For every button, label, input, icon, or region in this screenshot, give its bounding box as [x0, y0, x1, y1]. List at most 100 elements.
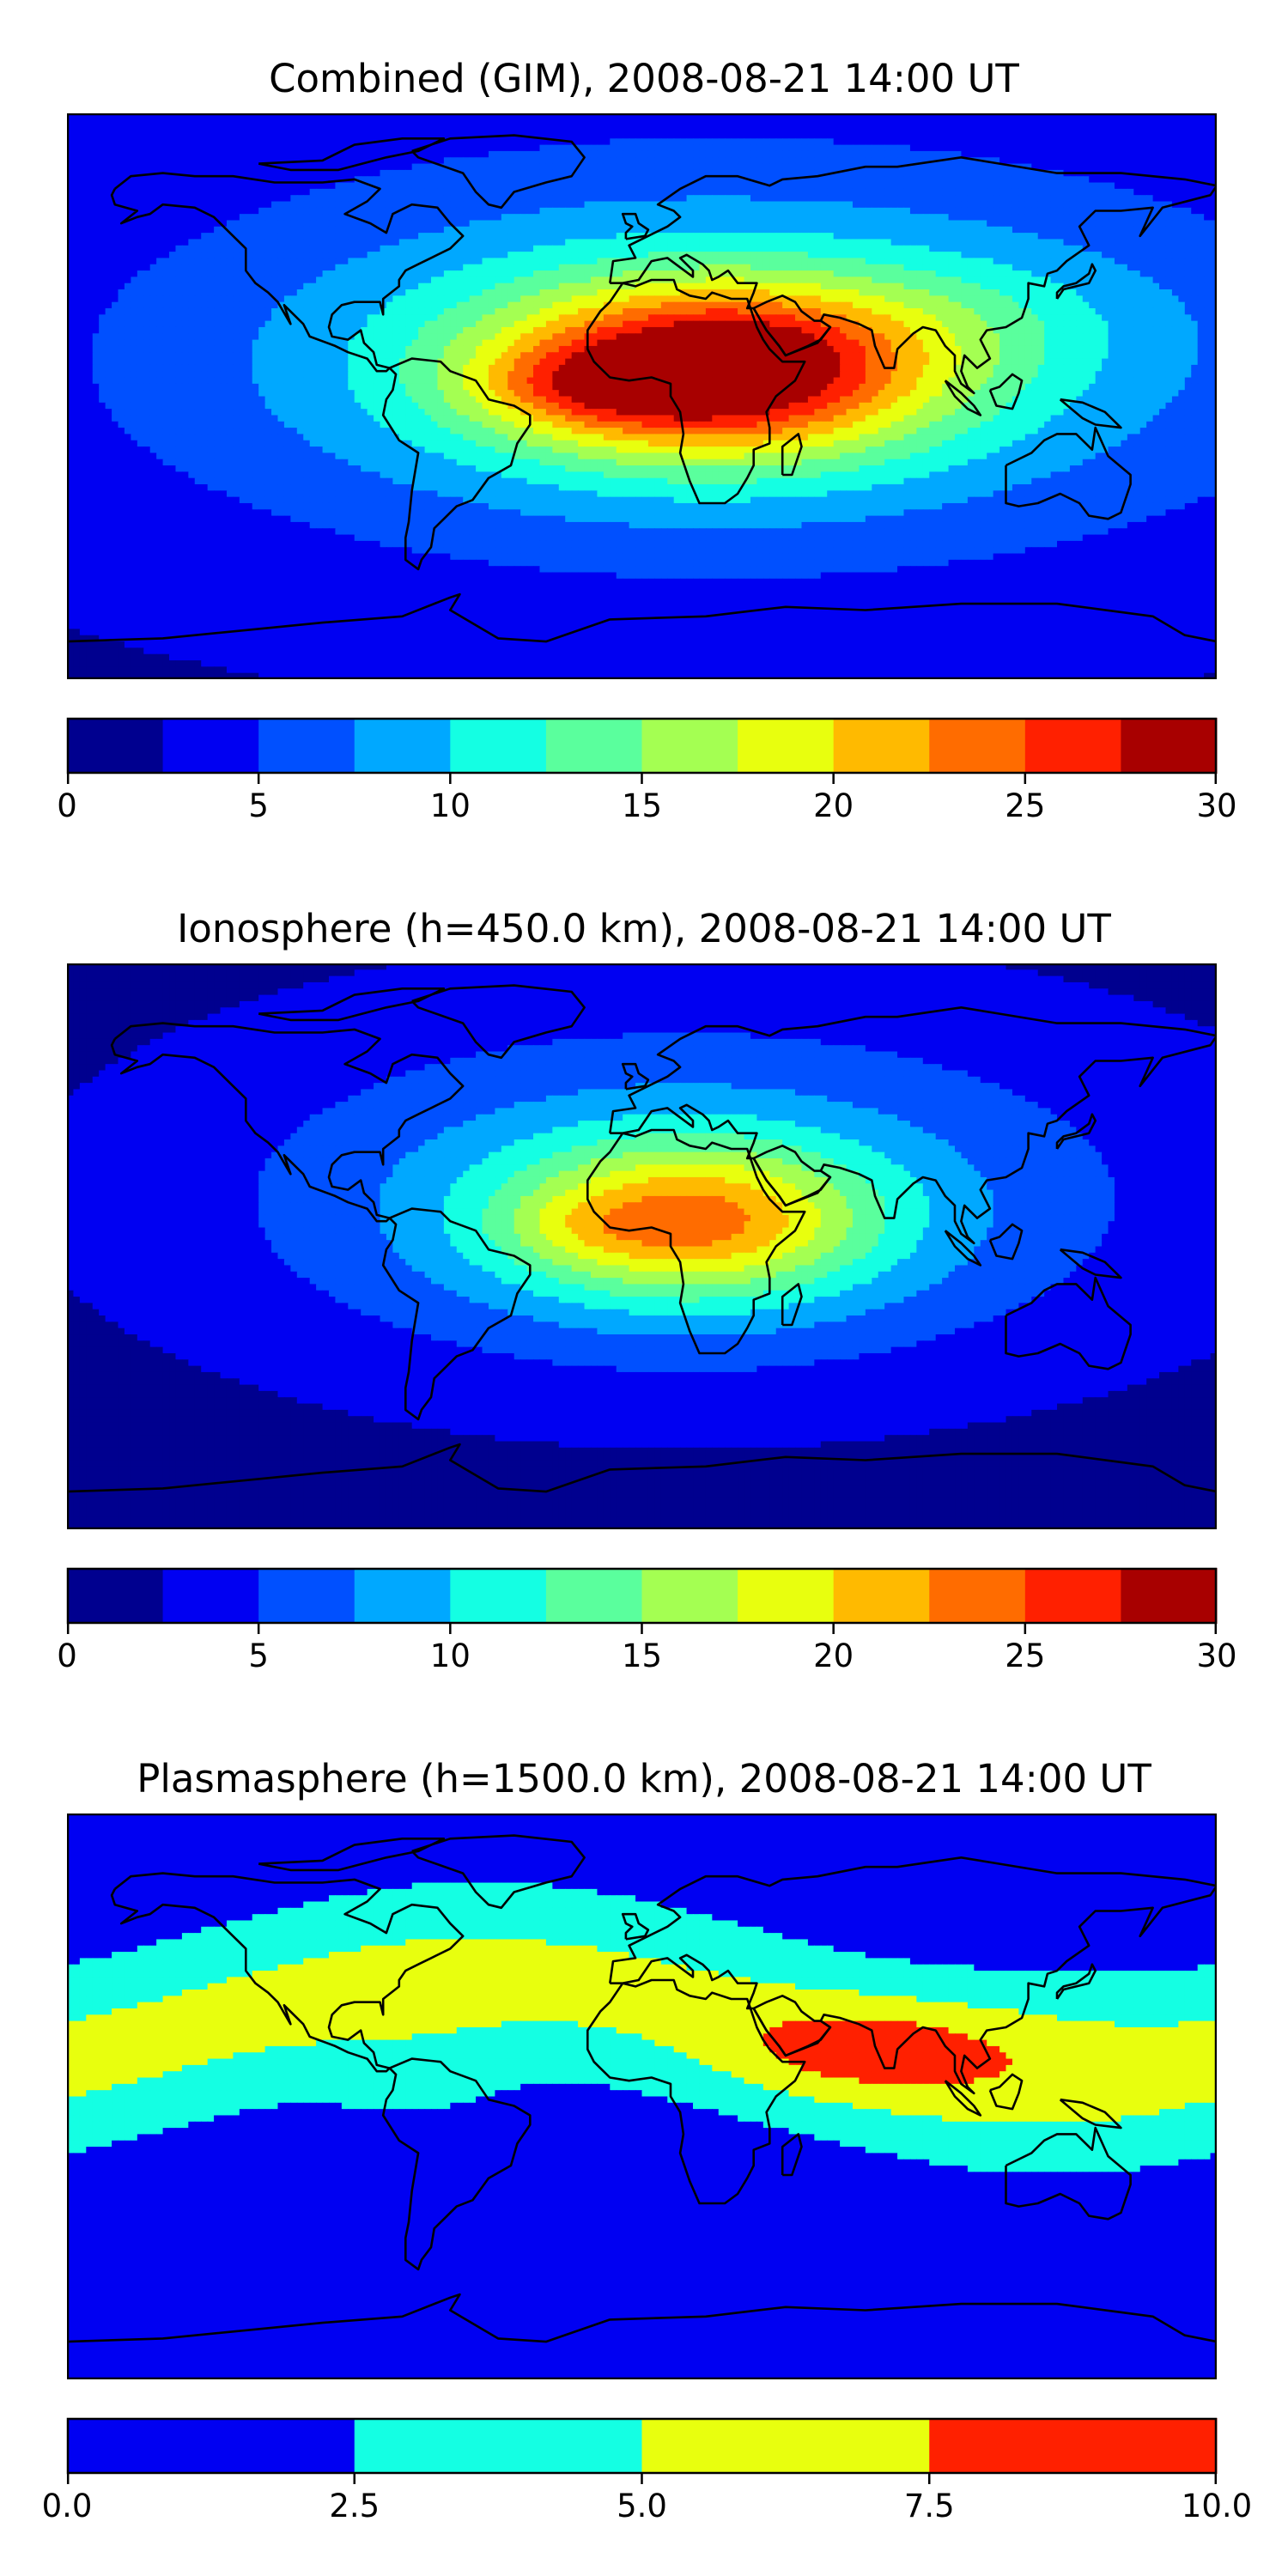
field-cell — [961, 214, 969, 222]
field-cell — [1063, 201, 1071, 209]
field-cell — [1171, 220, 1179, 228]
field-cell — [361, 264, 368, 271]
field-cell — [328, 163, 337, 171]
field-cell — [1133, 270, 1141, 277]
field-cell — [616, 176, 623, 184]
field-cell — [181, 233, 189, 240]
field-cell — [890, 157, 898, 165]
field-cell — [872, 113, 879, 120]
field-cell — [1012, 226, 1019, 234]
field-cell — [533, 264, 541, 271]
field-cell — [79, 207, 87, 215]
field-cell — [386, 270, 393, 277]
field-cell — [859, 214, 866, 222]
field-cell — [264, 226, 272, 234]
field-cell — [788, 163, 796, 171]
field-cell — [361, 131, 368, 139]
field-cell — [361, 188, 368, 196]
field-cell — [488, 163, 496, 171]
field-cell — [277, 150, 285, 158]
field-cell — [827, 113, 835, 120]
field-cell — [974, 188, 981, 196]
field-cell — [443, 144, 451, 152]
field-cell — [131, 113, 138, 120]
field-cell — [79, 239, 87, 246]
field-cell — [131, 226, 138, 234]
field-cell — [693, 119, 701, 127]
field-cell — [463, 113, 471, 120]
field-cell — [328, 258, 337, 265]
field-cell — [1108, 276, 1115, 284]
field-cell — [201, 226, 209, 234]
field-cell — [418, 245, 426, 252]
field-cell — [1178, 252, 1186, 259]
field-cell — [194, 245, 202, 252]
field-cell — [1076, 176, 1084, 184]
field-cell — [424, 113, 432, 120]
field-cell — [590, 245, 598, 252]
field-cell — [916, 113, 924, 120]
field-cell — [762, 131, 770, 139]
field-cell — [872, 220, 879, 228]
field-cell — [903, 201, 911, 209]
field-cell — [1024, 138, 1032, 146]
field-cell — [456, 201, 464, 209]
field-cell — [552, 239, 560, 246]
field-cell — [207, 144, 215, 152]
field-cell — [769, 125, 777, 133]
field-cell — [79, 195, 87, 203]
field-cell — [788, 258, 796, 265]
field-cell — [718, 138, 726, 146]
field-cell — [296, 239, 304, 246]
field-cell — [149, 138, 157, 146]
field-cell — [955, 258, 963, 265]
field-cell — [1197, 131, 1205, 139]
field-cell — [1108, 176, 1115, 184]
field-cell — [610, 283, 617, 290]
field-cell — [1102, 276, 1109, 284]
field-cell — [283, 182, 291, 190]
field-cell — [590, 176, 598, 184]
field-cell — [118, 144, 125, 152]
field-cell — [450, 169, 458, 177]
field-cell — [686, 207, 694, 215]
field-cell — [840, 195, 848, 203]
field-cell — [124, 113, 131, 120]
field-cell — [750, 176, 757, 184]
field-cell — [731, 258, 738, 265]
field-cell — [296, 207, 304, 215]
field-cell — [578, 144, 586, 152]
field-cell — [948, 119, 956, 127]
field-cell — [878, 176, 885, 184]
field-cell — [526, 283, 534, 290]
field-cell — [149, 176, 157, 184]
field-cell — [386, 264, 393, 271]
field-cell — [194, 138, 202, 146]
field-cell — [552, 150, 560, 158]
field-cell — [361, 239, 368, 246]
field-cell — [201, 214, 209, 222]
field-cell — [1178, 163, 1186, 171]
field-cell — [374, 176, 381, 184]
field-cell — [769, 283, 777, 290]
field-cell — [1082, 195, 1090, 203]
field-cell — [392, 176, 400, 184]
field-cell — [718, 245, 726, 252]
field-cell — [316, 214, 324, 222]
field-cell — [501, 220, 508, 228]
field-cell — [105, 113, 112, 120]
field-cell — [1018, 245, 1026, 252]
field-cell — [1095, 182, 1103, 190]
field-cell — [935, 119, 943, 127]
field-cell — [118, 182, 125, 190]
field-cell — [795, 201, 803, 209]
field-cell — [1102, 157, 1109, 165]
field-cell — [386, 157, 393, 165]
field-cell — [731, 125, 738, 133]
field-cell — [1057, 150, 1065, 158]
field-cell — [1146, 226, 1154, 234]
field-cell — [252, 233, 259, 240]
field-cell — [571, 270, 579, 277]
field-cell — [673, 207, 681, 215]
